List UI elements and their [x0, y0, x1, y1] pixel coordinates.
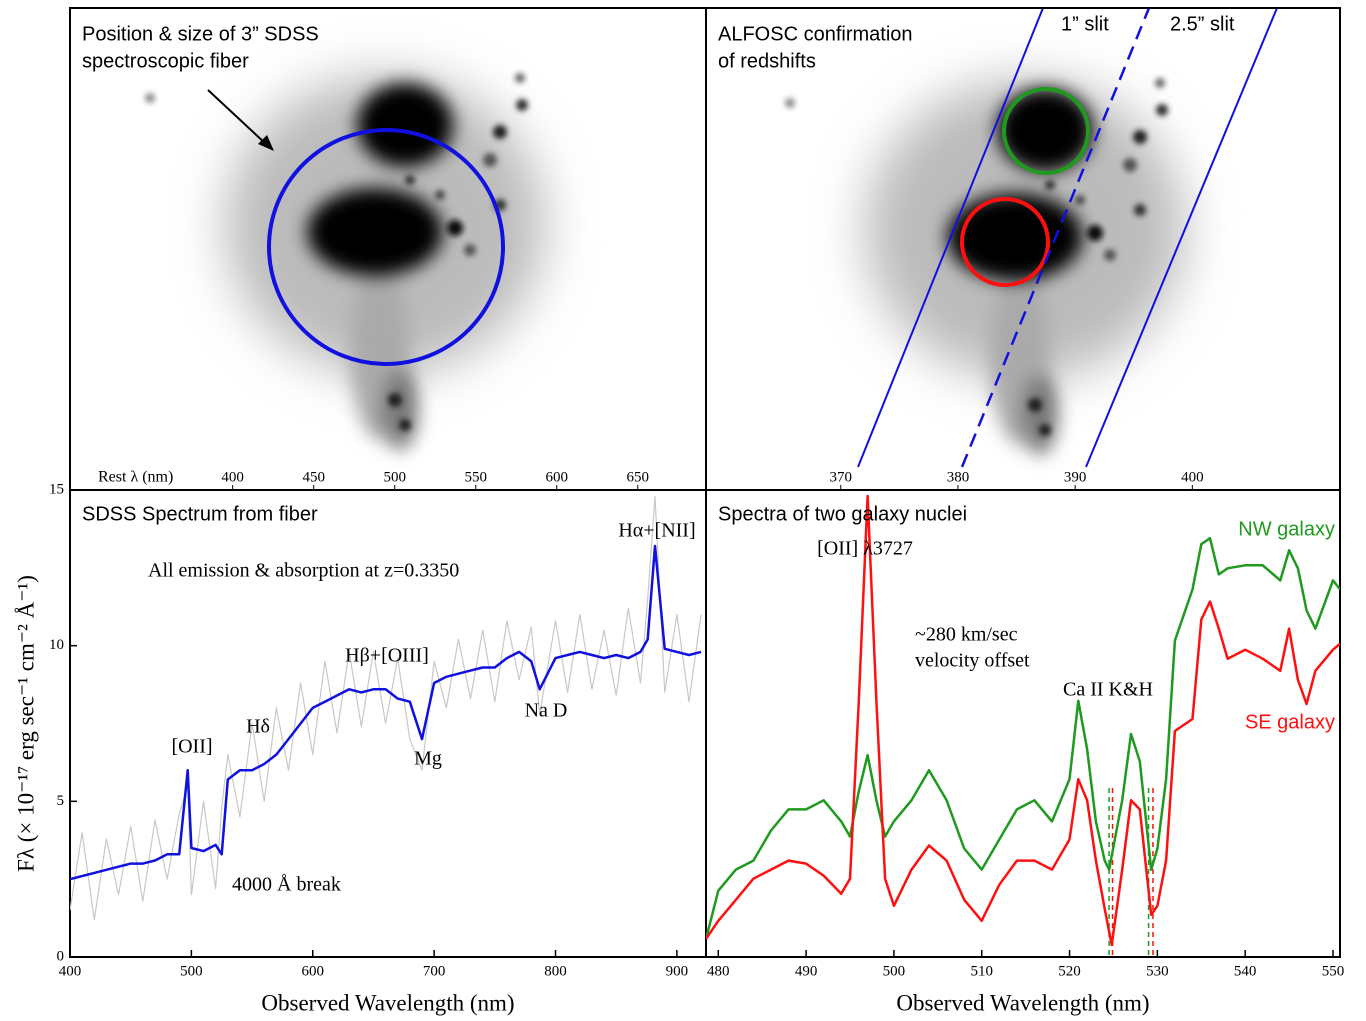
- x-axis-label: Observed Wavelength (nm): [261, 990, 514, 1015]
- nw-circle: [1002, 87, 1090, 175]
- annotation: Mg: [414, 748, 442, 770]
- annotation: Na D: [525, 700, 568, 722]
- annotation: Hδ: [246, 716, 270, 738]
- x2-tick-label: 390: [1064, 469, 1087, 485]
- x-axis-label: Observed Wavelength (nm): [896, 990, 1149, 1015]
- fiber-image: [145, 73, 545, 450]
- annotation: velocity offset: [915, 650, 1030, 672]
- annotation: 4000 Å break: [232, 874, 341, 896]
- x2-tick-label: 650: [627, 469, 650, 485]
- slit-edge: [857, 8, 1044, 468]
- slit-edge: [1085, 8, 1278, 468]
- x2-tick-label: 400: [221, 469, 244, 485]
- chart-title: SDSS Spectrum from fiber: [82, 503, 318, 525]
- slit-label: 1” slit: [1061, 13, 1109, 35]
- x2-tick-label: 500: [383, 469, 406, 485]
- annotation: Ca II K&H: [1063, 679, 1153, 701]
- se-circle: [960, 197, 1050, 287]
- arrow-head: [258, 135, 274, 151]
- panel-text: ALFOSC confirmation: [718, 23, 913, 45]
- x-tick-label: 550: [1322, 963, 1345, 979]
- plot-area: [70, 495, 702, 921]
- x-tick-label: 500: [883, 963, 906, 979]
- fiber-circle: [267, 128, 505, 366]
- x-tick-label: 540: [1234, 963, 1257, 979]
- x-tick-label: 480: [707, 963, 730, 979]
- x-tick-label: 700: [423, 963, 446, 979]
- legend-label: NW galaxy: [1238, 518, 1335, 540]
- spectrum-line: [706, 494, 1340, 947]
- slit-image: [785, 8, 1278, 468]
- y-tick-label: 0: [57, 948, 65, 964]
- panel-text: Position & size of 3” SDSS: [82, 23, 319, 45]
- x-tick-label: 510: [970, 963, 993, 979]
- panel-text: of redshifts: [718, 50, 816, 72]
- annotation: [OII] λ3727: [817, 538, 913, 560]
- x2-tick-label: 550: [464, 469, 487, 485]
- x-tick-label: 500: [180, 963, 203, 979]
- panel-text: spectroscopic fiber: [82, 50, 249, 72]
- plot-area: [706, 494, 1340, 957]
- annotation: Hβ+[OIII]: [345, 645, 429, 667]
- x-tick-label: 520: [1058, 963, 1081, 979]
- x2-tick-label: 380: [947, 469, 970, 485]
- x2-tick-label: 370: [830, 469, 853, 485]
- spectrum-line: [706, 536, 1340, 940]
- chart-title: Spectra of two galaxy nuclei: [718, 503, 967, 525]
- annotation: ~280 km/sec: [915, 624, 1018, 646]
- slit-label: 2.5” slit: [1170, 13, 1235, 35]
- legend-label: SE galaxy: [1245, 711, 1335, 733]
- y-tick-label: 5: [57, 793, 65, 809]
- annotation: All emission & absorption at z=0.3350: [148, 560, 459, 582]
- x-tick-label: 530: [1146, 963, 1169, 979]
- arrow: [207, 89, 267, 145]
- annotation: [OII]: [171, 736, 212, 758]
- annotation: Hα+[NII]: [618, 520, 695, 542]
- x-tick-label: 800: [544, 963, 567, 979]
- y-tick-label: 10: [49, 637, 64, 653]
- x-tick-label: 490: [795, 963, 818, 979]
- x-tick-label: 600: [301, 963, 324, 979]
- y-tick-label: 15: [49, 481, 64, 497]
- spectrum-line: [70, 495, 702, 921]
- x2-tick-label: 600: [546, 469, 569, 485]
- slit-edge: [960, 8, 1151, 468]
- x-tick-label: 400: [59, 963, 82, 979]
- spectrum-line: [70, 544, 702, 881]
- x2-axis-label: Rest λ (nm): [98, 469, 173, 486]
- x2-tick-label: 400: [1181, 469, 1204, 485]
- x-tick-label: 900: [666, 963, 689, 979]
- x2-tick-label: 450: [302, 469, 325, 485]
- y-axis-label: Fλ (× 10⁻¹⁷ erg sec⁻¹ cm⁻² Å⁻¹): [13, 575, 38, 872]
